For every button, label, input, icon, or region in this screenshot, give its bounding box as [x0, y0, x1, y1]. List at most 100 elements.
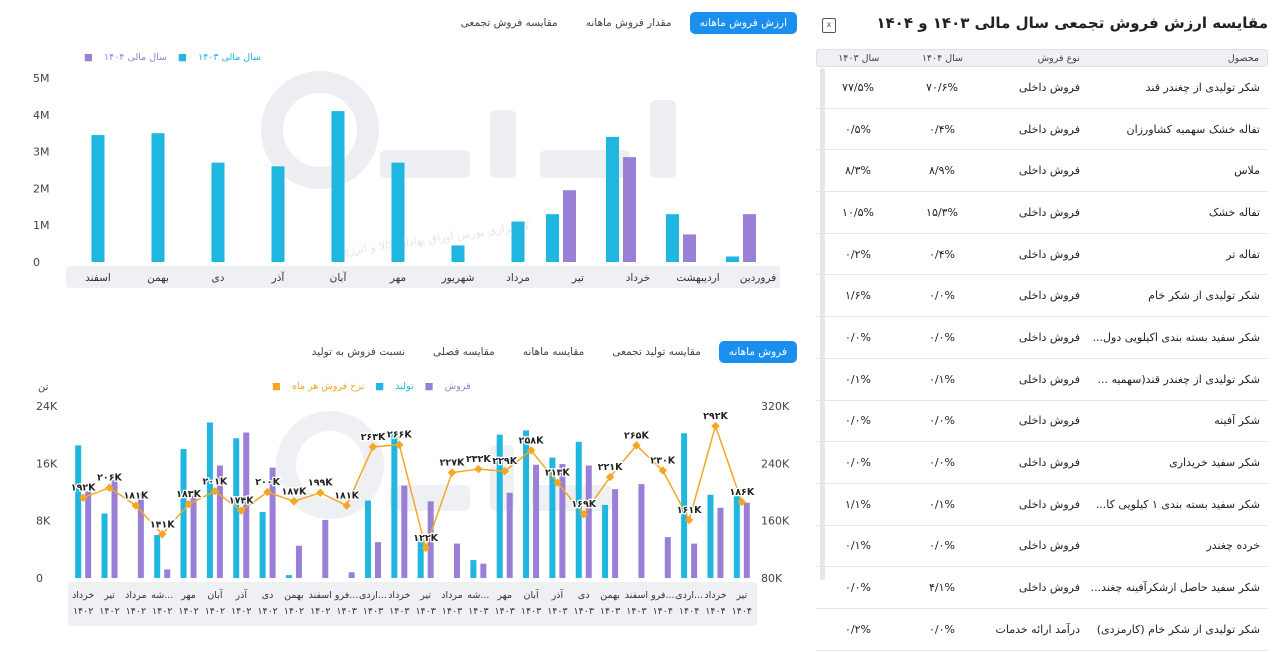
header-type[interactable]: نوع فروش	[1037, 52, 1080, 64]
production-bar	[707, 494, 714, 578]
bottom-xtick-year: ۱۴۰۲	[99, 606, 119, 617]
table-row[interactable]: خرده چغندر فروش داخلی ۰/۰% ۰/۱%	[816, 526, 1268, 568]
top-xtick: آذر	[271, 271, 286, 284]
bottom-xtick-year: ۱۴۰۴	[732, 606, 752, 617]
bottom-xtick-month: مهر	[496, 590, 512, 601]
bottom-tab-4[interactable]: نسبت فروش به تولید	[311, 346, 406, 358]
top-tab-1[interactable]: مقدار فروش ماهانه	[585, 17, 672, 29]
sale-type-cell: فروش داخلی	[1018, 205, 1080, 219]
rate-point	[316, 488, 325, 497]
bottom-xtick-year: ۱۴۰۳	[626, 606, 646, 617]
table-row[interactable]: شکر آفینه فروش داخلی ۰/۰% ۰/۰%	[816, 401, 1268, 443]
bottom-xtick-year: ۱۴۰۳	[442, 606, 462, 617]
bottom-xtick-month: تیر	[419, 590, 431, 601]
legend-sales[interactable]: فروش ■	[424, 381, 471, 392]
table-body: شکر تولیدی از چغندر قند فروش داخلی ۷۰/۶% ۷۷…	[816, 67, 1268, 651]
bar-1403	[666, 214, 679, 262]
legend-rate[interactable]: نرخ فروش هر ماه ■	[272, 381, 365, 392]
sales-bar	[559, 464, 566, 578]
production-bar	[470, 560, 477, 578]
sales-bar	[427, 501, 434, 578]
rate-point	[184, 499, 193, 509]
export-excel-icon[interactable]: x	[822, 18, 836, 33]
top-ytick: 3M	[33, 146, 50, 159]
bottom-tab-3[interactable]: مقایسه فصلی	[433, 346, 495, 358]
rate-label: ۲۵۸K	[519, 435, 544, 446]
legend-1403[interactable]: سال مالی ۱۴۰۳ ■	[178, 52, 262, 63]
bottom-tab-2[interactable]: مقایسه ماهانه	[522, 346, 585, 358]
value-1403-cell: ۷۷/۵%	[842, 80, 874, 94]
sale-type-cell: فروش داخلی	[1018, 497, 1080, 511]
right-ytick: 80K	[761, 572, 783, 585]
value-1403-cell: ۱۰/۵%	[842, 205, 874, 219]
rate-label: ۲۶۶K	[387, 430, 412, 441]
bar-1403	[546, 214, 559, 262]
bottom-xtick-year: ۱۴۰۳	[363, 606, 383, 617]
table-row[interactable]: شکر تولیدی از چغندر قند فروش داخلی ۷۰/۶% ۷۷…	[816, 67, 1268, 109]
production-bar	[575, 441, 582, 578]
table-scrollbar[interactable]	[820, 68, 825, 580]
top-tab-2[interactable]: مقایسه فروش تجمعی	[460, 17, 558, 29]
table-row[interactable]: شکر تولیدی از شکر خام (کارمزدی) درآمد ارا…	[816, 609, 1268, 651]
table-row[interactable]: شکر سفید حاصل ازشکرآفینه چغند... فروش داخ…	[816, 567, 1268, 609]
top-xtick: مهر	[389, 272, 406, 284]
table-row[interactable]: تفاله خشک فروش داخلی ۱۵/۳% ۱۰/۵%	[816, 192, 1268, 234]
table-row[interactable]: تفاله خشک سهمیه کشاورزان فروش داخلی ۰/۴% ۰/…	[816, 109, 1268, 151]
table-row[interactable]: تفاله تر فروش داخلی ۰/۴% ۰/۲%	[816, 234, 1268, 276]
rate-label: ۱۸۷K	[282, 486, 307, 497]
bar-1404	[623, 157, 636, 262]
rate-label: ۱۸۳K	[176, 489, 201, 500]
top-xtick: اردیبهشت	[676, 272, 719, 284]
bottom-tab-1[interactable]: مقایسه تولید تجمعی	[612, 346, 701, 358]
bar-1403	[451, 245, 465, 262]
table-row[interactable]: شکر سفید بسته بندی اکیلویی دول... فروش دا…	[816, 317, 1268, 359]
table-row[interactable]: شکر تولیدی از شکر خام فروش داخلی ۰/۰% ۱/۶%	[816, 275, 1268, 318]
table-row[interactable]: ملاس فروش داخلی ۸/۹% ۸/۳%	[816, 150, 1268, 193]
bar-1404	[563, 190, 576, 262]
bottom-tab-0[interactable]: فروش ماهانه	[718, 341, 797, 363]
header-product[interactable]: محصول	[1227, 52, 1259, 64]
production-bar	[364, 500, 371, 578]
sales-bar	[717, 507, 724, 578]
rate-label: ۱۸۱K	[334, 491, 359, 502]
sales-bar	[374, 542, 381, 578]
top-chart-tabs: ارزش فروش ماهانه مقدار فروش ماهانه مقایسه …	[451, 12, 797, 34]
production-bar	[154, 535, 161, 578]
bottom-xtick-month: اسفند	[625, 590, 648, 601]
production-bar	[259, 512, 266, 578]
right-ytick: 240K	[761, 457, 790, 470]
top-ytick: 2M	[33, 182, 50, 195]
production-bar	[391, 433, 398, 578]
table-row[interactable]: شکر سفید خریداری فروش داخلی ۰/۰% ۰/۰%	[816, 442, 1268, 484]
bottom-xaxis-band	[68, 582, 757, 626]
sale-type-cell: فروش داخلی	[1018, 414, 1080, 428]
legend-production[interactable]: تولید ■	[375, 381, 414, 392]
header-1403[interactable]: سال ۱۴۰۳	[838, 52, 880, 64]
rate-label: ۲۶۳K	[361, 432, 386, 443]
bar-1403	[606, 136, 619, 262]
product-cell: ملاس	[1234, 164, 1260, 178]
value-1404-cell: ۰/۰%	[929, 414, 955, 428]
top-ytick: 0	[33, 256, 40, 269]
bottom-xtick-month: خرداد	[704, 590, 726, 601]
sales-bar	[243, 432, 250, 578]
bar-1403	[391, 162, 405, 262]
bottom-xtick-year: ۱۴۰۳	[521, 606, 541, 617]
sale-type-cell: فروش داخلی	[1018, 372, 1080, 386]
value-1403-cell: ۱/۶%	[845, 289, 871, 303]
bottom-xtick-month: فرو...	[650, 590, 674, 601]
table-row[interactable]: شکر سفید بسته بندی ۱ کیلویی کا... فروش دا…	[816, 484, 1268, 526]
bottom-xtick-year: ۱۴۰۳	[415, 606, 435, 617]
legend-1404[interactable]: سال مالی ۱۴۰۴ ■	[84, 52, 168, 63]
table-row[interactable]: شکر تولیدی از چغندر قند(سهمیه ... فروش دا…	[816, 359, 1268, 401]
value-1404-cell: ۰/۰%	[929, 330, 955, 344]
rate-point	[237, 506, 246, 515]
rate-label: ۱۸۱K	[123, 491, 148, 502]
rate-point	[658, 466, 668, 475]
header-1404[interactable]: سال ۱۴۰۴	[921, 52, 964, 64]
value-1403-cell: ۰/۰%	[845, 456, 871, 470]
production-bar	[75, 445, 82, 578]
rate-label: ۲۲۱K	[598, 462, 623, 473]
bottom-xtick-year: ۱۴۰۲	[284, 606, 304, 617]
top-tab-0[interactable]: ارزش فروش ماهانه	[689, 12, 797, 34]
